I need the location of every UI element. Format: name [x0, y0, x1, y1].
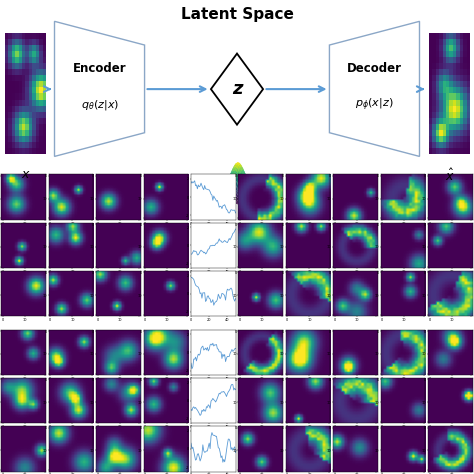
Text: $q_\theta(z|x)$: $q_\theta(z|x)$ — [81, 98, 118, 112]
Polygon shape — [211, 54, 263, 125]
Text: $x$: $x$ — [21, 168, 31, 181]
Text: $p_\phi(x|z)$: $p_\phi(x|z)$ — [355, 97, 394, 113]
Text: Decoder: Decoder — [347, 62, 402, 75]
Text: $\hat{x}$: $\hat{x}$ — [446, 168, 455, 184]
Polygon shape — [329, 21, 419, 156]
Text: z: z — [232, 80, 242, 98]
Text: Encoder: Encoder — [73, 62, 127, 75]
Text: Latent Space: Latent Space — [181, 7, 293, 22]
Polygon shape — [55, 21, 145, 156]
